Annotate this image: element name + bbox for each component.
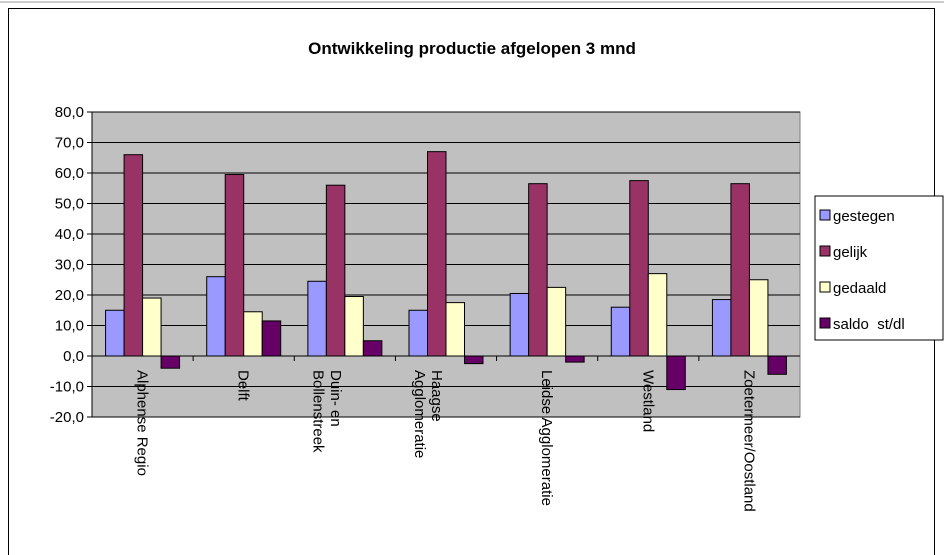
bar [445, 302, 465, 357]
bar [408, 309, 428, 357]
bar [546, 286, 567, 357]
bar [142, 297, 162, 357]
legend-label: gestegen [833, 208, 895, 225]
bar [647, 273, 668, 357]
bar [528, 183, 548, 357]
bar [711, 299, 732, 357]
bar [206, 276, 226, 357]
y-tick-label: 80,0 [55, 104, 84, 121]
y-tick-label: 60,0 [55, 165, 84, 182]
chart-title: Ontwikkeling productie afgelopen 3 mnd [308, 39, 636, 58]
bar [610, 306, 631, 357]
x-tick-label: Leidse Agglomeratie [538, 370, 555, 506]
bar [307, 280, 327, 357]
y-tick-label: 30,0 [55, 257, 84, 274]
bar [261, 320, 282, 357]
bar [509, 292, 530, 357]
legend-label: gedaald [833, 280, 886, 297]
bar [629, 180, 649, 357]
y-tick-label: 50,0 [55, 196, 84, 213]
y-tick-label: -10,0 [50, 379, 84, 396]
bar [224, 174, 245, 357]
y-tick-label: 40,0 [55, 226, 84, 243]
legend-label: saldo st/dl [833, 316, 905, 333]
bar [730, 183, 750, 357]
bar [243, 311, 263, 357]
x-tick-label: Alphense Regio [134, 370, 151, 476]
bar [105, 309, 125, 357]
bar [123, 154, 144, 357]
bar [464, 355, 484, 365]
x-tick-label: HaagseAgglomeratie [411, 370, 445, 458]
x-tick-label: Westland [639, 370, 656, 432]
y-tick-label: 0,0 [63, 348, 84, 365]
legend-swatch [819, 245, 831, 257]
bar [160, 355, 181, 369]
y-tick-label: -20,0 [50, 409, 84, 426]
bar [362, 340, 383, 357]
bar [344, 296, 364, 357]
y-tick-label: 10,0 [55, 318, 84, 335]
legend-swatch [819, 209, 831, 221]
x-tick-label: Duin- enBollenstreek [310, 370, 344, 453]
legend-label: gelijk [833, 244, 868, 261]
y-tick-label: 20,0 [55, 287, 84, 304]
bar [325, 184, 346, 357]
bar [767, 355, 787, 375]
y-tick-label: 70,0 [55, 135, 84, 152]
legend-swatch [819, 317, 831, 329]
bar [666, 355, 686, 391]
x-tick-label: Delft [235, 370, 252, 402]
bar [427, 151, 447, 357]
x-tick-label: Zoetermeer/Oostland [740, 370, 757, 512]
bar [748, 279, 769, 357]
legend-box [814, 195, 944, 341]
bar [565, 355, 585, 363]
legend-swatch [819, 281, 831, 293]
